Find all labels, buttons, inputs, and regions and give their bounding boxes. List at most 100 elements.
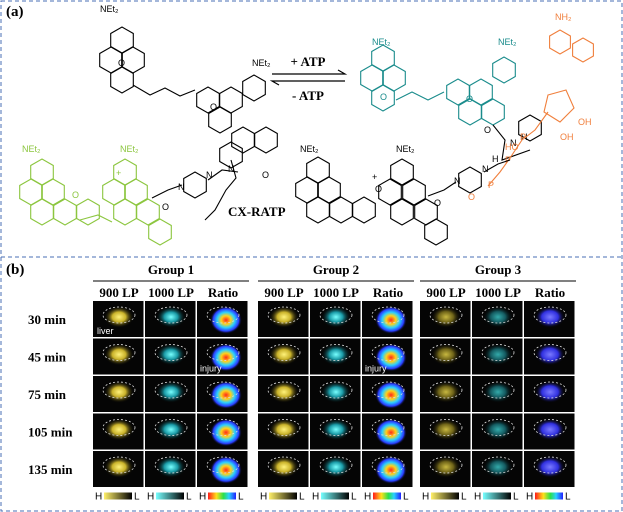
roi-outline [481, 419, 515, 436]
signal-blob [375, 381, 407, 409]
roi-outline [429, 381, 463, 399]
ring [572, 37, 594, 63]
colorbar-low: L [351, 492, 357, 503]
roi-outline [319, 419, 353, 436]
colorbar [269, 492, 297, 500]
roi-outline [154, 306, 188, 324]
ring [76, 198, 100, 226]
signal-blob [431, 418, 461, 441]
roi-outline [481, 381, 515, 399]
roi-outline [102, 381, 136, 399]
signal-blob [431, 456, 461, 478]
colorbar-high: H [260, 492, 267, 503]
atom-label: OH [560, 132, 574, 142]
roi-outline [319, 456, 353, 474]
atom-label: O [375, 184, 382, 194]
atom-label: O [72, 190, 79, 200]
atom-label: N [454, 176, 461, 186]
signal-blob [104, 306, 134, 328]
roi-outline [154, 419, 188, 436]
ring [458, 166, 482, 194]
ring [390, 198, 414, 226]
roi-outline [371, 456, 405, 474]
ring [424, 218, 448, 246]
roi-outline [206, 381, 240, 399]
atom-label: OH [578, 117, 592, 127]
atom-label: N [228, 164, 235, 174]
ring [208, 106, 232, 134]
signal-blob [210, 306, 242, 334]
signal-blob [321, 306, 351, 328]
roi-outline [429, 306, 463, 324]
colorbar [321, 492, 349, 500]
signal-blob [156, 381, 186, 403]
ring [148, 218, 172, 246]
colorbar [483, 492, 511, 500]
colorbar-high: H [474, 492, 481, 503]
atom-label: N [178, 182, 185, 192]
signal-blob [431, 306, 461, 328]
signal-blob [483, 306, 513, 328]
ring [549, 29, 571, 55]
ring [378, 178, 402, 206]
colorbar-high: H [312, 492, 319, 503]
atom-label: NEt₂ [120, 144, 139, 154]
roi-outline [481, 456, 515, 474]
roi-outline [371, 344, 405, 361]
atom-label: NEt₂ [22, 144, 41, 154]
signal-blob [535, 418, 565, 441]
signal-blob [535, 456, 565, 478]
roi-outline [267, 456, 301, 474]
colorbar [156, 492, 184, 500]
colorbar [431, 492, 459, 500]
ring [360, 64, 384, 92]
column-header: 900 LP [264, 285, 303, 300]
roi-outline [206, 456, 240, 474]
annotation: injury [200, 364, 222, 374]
roi-outline [267, 419, 301, 436]
equilibrium-arrows [269, 69, 348, 86]
signal-blob [535, 343, 565, 366]
roi-outline [319, 381, 353, 399]
colorbar-low: L [134, 492, 140, 503]
roi-outline [533, 381, 567, 399]
signal-blob [156, 456, 186, 478]
bond [79, 214, 113, 223]
atom-label: NEt₂ [300, 144, 319, 154]
atom-label: P [520, 132, 526, 142]
signal-blob [104, 418, 134, 441]
atom-label: HO [505, 142, 519, 152]
column-header: 1000 LP [148, 285, 194, 300]
signal-blob [269, 381, 299, 403]
signal-blob [210, 456, 242, 484]
signal-blob [269, 456, 299, 478]
signal-blob [321, 456, 351, 478]
roi-outline [533, 344, 567, 361]
group-title: Group 2 [313, 262, 359, 277]
signal-blob [535, 381, 565, 403]
colorbar-low: L [403, 492, 409, 503]
roi-outline [533, 456, 567, 474]
ring [99, 46, 123, 74]
signal-blob [321, 343, 351, 366]
bond [492, 124, 531, 161]
time-label: 75 min [28, 387, 67, 402]
signal-blob [483, 456, 513, 478]
roi-outline [154, 381, 188, 399]
group-title: Group 1 [148, 262, 194, 277]
column-header: Ratio [373, 285, 403, 300]
signal-blob [210, 343, 242, 372]
ring [219, 141, 243, 169]
signal-blob [375, 306, 407, 334]
atom-label: O [162, 202, 169, 212]
group-title: Group 3 [475, 262, 522, 277]
colorbar-high: H [95, 492, 102, 503]
column-header: 1000 LP [313, 285, 359, 300]
signal-blob [104, 343, 134, 366]
bond [395, 91, 445, 101]
